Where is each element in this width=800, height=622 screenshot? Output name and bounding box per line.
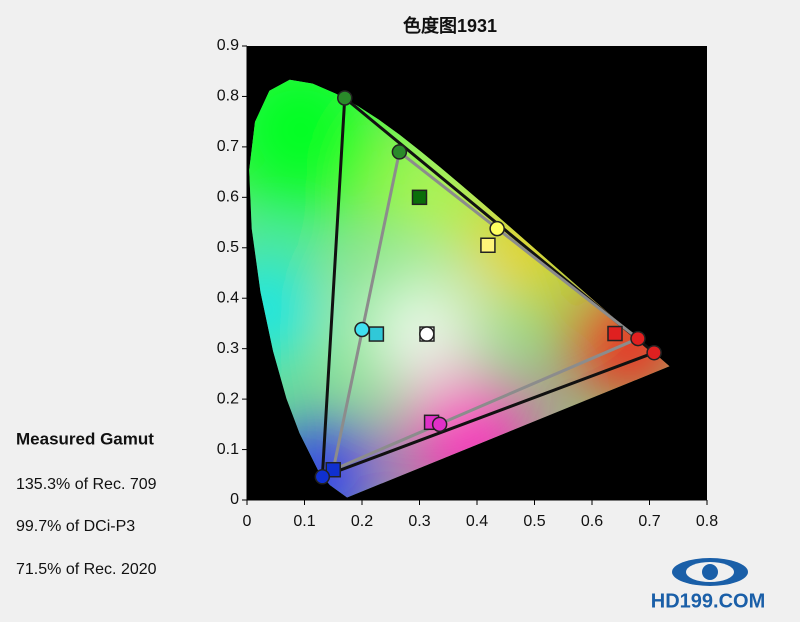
x-tick-label: 0.6: [581, 513, 603, 530]
logo: HD199.COM: [651, 558, 765, 612]
circle-marker: [419, 326, 435, 342]
y-tick-label: 0: [230, 491, 239, 508]
y-tick-label: 0.9: [217, 37, 239, 54]
circle-marker: [354, 321, 370, 338]
y-tick-label: 0.2: [217, 390, 239, 407]
annotation: 135.3% of Rec. 709: [16, 476, 157, 493]
circle-marker: [314, 469, 331, 485]
y-tick-label: 0.7: [217, 138, 239, 155]
y-tick-label: 0.8: [217, 88, 239, 105]
annotation: Measured Gamut: [16, 429, 154, 448]
circle-marker: [391, 144, 408, 160]
x-tick-label: 0.4: [466, 513, 488, 530]
circle-marker: [431, 416, 448, 433]
square-marker: [368, 326, 385, 342]
x-tick-label: 0.7: [638, 513, 660, 530]
gamut-triangle: [331, 149, 641, 473]
circle-marker: [489, 220, 505, 237]
annotation: 99.7% of DCi-P3: [16, 518, 135, 535]
square-marker: [480, 237, 496, 254]
y-tick-label: 0.3: [217, 340, 239, 357]
y-tick-label: 0.4: [217, 289, 239, 306]
annotation: 71.5% of Rec. 2020: [16, 561, 157, 578]
x-tick-label: 0.3: [408, 513, 430, 530]
x-tick-label: 0.2: [351, 513, 373, 530]
y-tick-label: 0.1: [217, 441, 239, 458]
square-marker: [325, 461, 341, 478]
circle-marker: [630, 330, 646, 347]
square-marker: [607, 325, 623, 342]
x-tick-label: 0.8: [696, 513, 718, 530]
x-tick-label: 0.5: [523, 513, 545, 530]
circle-marker: [646, 344, 662, 361]
square-marker: [411, 189, 428, 206]
y-tick-label: 0.6: [217, 189, 239, 206]
circle-marker: [337, 90, 353, 106]
x-tick-label: 0: [243, 513, 252, 530]
chart-title: 色度图1931: [403, 15, 497, 36]
logo-text: HD199.COM: [651, 590, 765, 612]
x-tick-label: 0.1: [293, 513, 315, 530]
y-tick-label: 0.5: [217, 239, 239, 256]
